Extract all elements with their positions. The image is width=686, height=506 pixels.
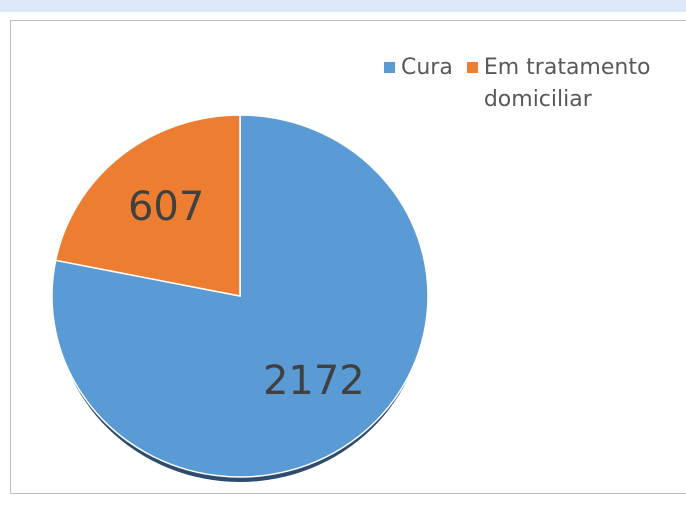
- pie-slice: [54, 114, 241, 297]
- data-label: 2172: [263, 358, 365, 404]
- legend-label: Em tratamento domiciliar: [483, 55, 651, 112]
- legend-label: Cura: [401, 55, 453, 80]
- legend-item: Cura: [380, 52, 453, 84]
- legend-swatch: [384, 62, 395, 73]
- data-label: 607: [128, 184, 204, 230]
- top-strip: [0, 0, 686, 12]
- legend: Cura Em tratamento domiciliar: [380, 52, 680, 116]
- legend-item: Em tratamento domiciliar: [463, 52, 664, 116]
- legend-swatch: [466, 62, 478, 73]
